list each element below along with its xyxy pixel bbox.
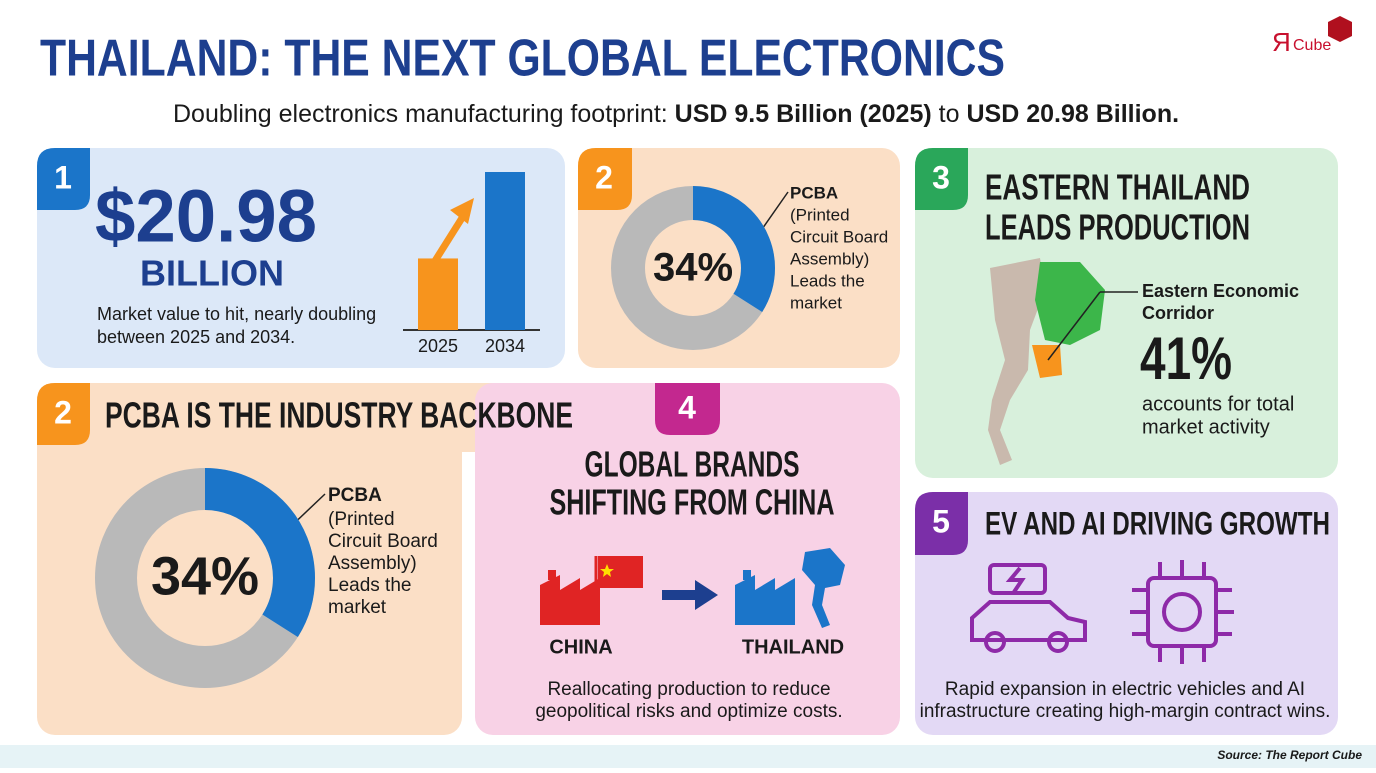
panel-title: LEADS PRODUCTION xyxy=(985,207,1250,248)
ev-icon xyxy=(970,563,1087,653)
badge xyxy=(37,383,90,445)
subtitle: Doubling electronics manufacturing footp… xyxy=(173,100,1179,128)
source: Source: The Report Cube xyxy=(1217,748,1362,762)
logo: Cube xyxy=(1293,37,1331,54)
callout-text: Leads the xyxy=(328,575,411,596)
footer-band xyxy=(0,745,1376,768)
leader-line xyxy=(1047,291,1101,361)
badge-number: 3 xyxy=(932,159,950,195)
body-text: Reallocating production to reduce xyxy=(547,679,830,700)
callout: Eastern Economic xyxy=(1142,281,1299,301)
body-text: between 2025 and 2034. xyxy=(97,327,295,347)
panel xyxy=(915,492,1338,735)
map-east xyxy=(1035,262,1105,345)
body-text: geopolitical risks and optimize costs. xyxy=(535,701,842,722)
badge-number: 2 xyxy=(54,394,72,430)
subtitle-to: USD 20.98 Billion. xyxy=(966,100,1179,128)
logo-mark: Я xyxy=(1272,27,1291,57)
callout-text: Circuit Board xyxy=(328,531,438,552)
badge xyxy=(37,148,90,210)
body-text: Rapid expansion in electric vehicles and… xyxy=(945,679,1305,700)
body-text: market activity xyxy=(1142,416,1270,438)
subtitle-joiner: to xyxy=(939,100,960,128)
callout-text: (Printed xyxy=(790,205,850,224)
factory-icon xyxy=(735,570,795,625)
amount-unit: BILLION xyxy=(140,253,284,294)
badge xyxy=(578,148,632,210)
body-text: Market value to hit, nearly doubling xyxy=(97,304,376,324)
country-label: THAILAND xyxy=(742,636,844,658)
callout-text: market xyxy=(328,597,387,618)
callout-text: (Printed xyxy=(328,509,395,530)
leader-line xyxy=(759,191,789,233)
panel-title: EV AND AI DRIVING GROWTH xyxy=(985,505,1330,541)
big-value: 41% xyxy=(1140,325,1232,392)
subtitle-lead: Doubling electronics manufacturing footp… xyxy=(173,100,668,128)
factory-icon xyxy=(540,570,600,625)
ai-chip-icon xyxy=(1130,560,1234,664)
donut-arc xyxy=(95,468,315,688)
callout-name: PCBA xyxy=(790,183,838,202)
bar xyxy=(485,172,525,330)
callout-text: Assembly) xyxy=(790,249,869,268)
callout-text: Assembly) xyxy=(328,553,417,574)
bar xyxy=(418,258,458,330)
panel-header xyxy=(37,383,600,452)
panel xyxy=(915,148,1338,478)
amount: $20.98 xyxy=(95,175,317,258)
body-text: accounts for total xyxy=(1142,393,1294,415)
callout-text: market xyxy=(790,293,842,312)
donut-label: 34% xyxy=(653,246,733,290)
badge-number: 2 xyxy=(595,159,613,195)
bar-label: 2025 xyxy=(418,336,458,356)
map-west xyxy=(988,258,1045,465)
logo-cube xyxy=(1328,16,1352,42)
badge xyxy=(655,383,720,435)
panel-title: GLOBAL BRANDS xyxy=(585,444,800,485)
callout: Corridor xyxy=(1142,303,1214,323)
growth-arrow-head xyxy=(450,198,474,224)
title: THAILAND: THE NEXT GLOBAL ELECTRONICS xyxy=(40,30,1005,88)
panel-title: EASTERN THAILAND xyxy=(985,167,1250,208)
badge xyxy=(915,492,968,555)
badge xyxy=(915,148,968,210)
panel-title: SHIFTING FROM CHINA xyxy=(550,482,835,523)
callout-text: Circuit Board xyxy=(790,227,888,246)
callout-text: Leads the xyxy=(790,271,865,290)
map-eec xyxy=(1032,345,1062,378)
body-text: infrastructure creating high-margin cont… xyxy=(920,701,1331,722)
country-label: CHINA xyxy=(549,636,612,658)
subtitle-from: USD 9.5 Billion (2025) xyxy=(675,100,932,128)
thailand-icon xyxy=(802,548,845,628)
badge-number: 5 xyxy=(932,503,950,539)
callout-name: PCBA xyxy=(328,485,382,506)
badge-number: 1 xyxy=(54,159,72,195)
donut-arc xyxy=(611,186,775,350)
flag-star xyxy=(600,564,614,577)
bar-label: 2034 xyxy=(485,336,525,356)
badge-number: 4 xyxy=(678,389,696,425)
shift-arrow xyxy=(662,580,718,610)
panel-title: PCBA IS THE INDUSTRY BACKBONE xyxy=(105,395,573,436)
panel xyxy=(475,383,900,735)
donut-label: 34% xyxy=(151,546,259,606)
